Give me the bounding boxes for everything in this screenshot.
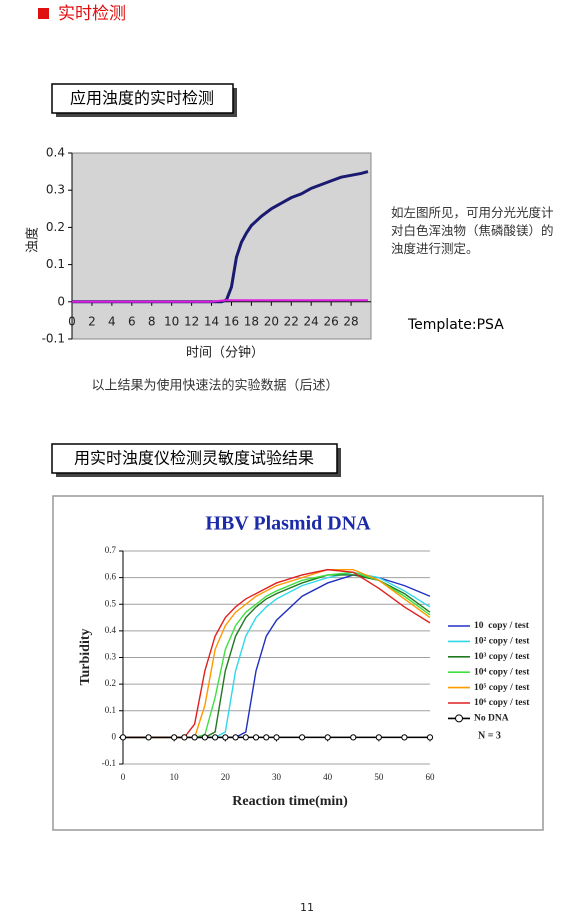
figure-caption: 以上结果为使用快速法的实验数据（后述） (91, 378, 338, 394)
point-marker (232, 734, 239, 741)
y-tick-label: 0.4 (105, 625, 117, 635)
page-number: 11 (300, 901, 314, 914)
y-tick-label: 0.2 (105, 678, 116, 688)
y-tick-label: 0.3 (105, 652, 117, 662)
legend-label: 10⁵ copy / test (474, 683, 530, 693)
legend-label: 10³ copy / test (474, 652, 530, 662)
point-marker (273, 734, 280, 741)
point-marker (298, 734, 306, 741)
point-marker (212, 734, 219, 741)
section-title: 用实时浊度仪检测灵敏度试验结果 (74, 449, 314, 468)
x-tick-label: 4 (108, 314, 116, 328)
legend-label: 10² copy / test (474, 637, 530, 647)
plot-area (71, 152, 372, 340)
point-marker (324, 734, 331, 741)
section-box (51, 443, 338, 474)
legend-label: No DNA (474, 714, 509, 724)
x-tick-label: 0 (121, 772, 126, 782)
y-tick-label: 0.7 (105, 545, 117, 555)
x-tick-label: 20 (264, 314, 279, 328)
x-tick-label: 40 (323, 772, 333, 782)
legend-label: 10 copy / test (474, 621, 530, 631)
y-tick-label: 0 (112, 731, 117, 741)
x-tick-label: 12 (184, 314, 199, 328)
x-tick-label: 30 (272, 772, 282, 782)
x-tick-label: 2 (88, 314, 96, 328)
x-tick-label: 22 (284, 314, 299, 328)
point-marker (119, 734, 127, 741)
x-tick-label: 10 (164, 314, 179, 328)
y-tick-label: 0.6 (105, 572, 117, 582)
x-axis-title: 时间（分钟） (186, 345, 264, 361)
y-axis-title: Turbidity (78, 628, 93, 685)
x-tick-label: 18 (244, 314, 259, 328)
section-box (51, 83, 234, 114)
point-marker (375, 734, 382, 741)
y-tick-label: 0 (57, 294, 65, 308)
x-tick-label: 8 (148, 314, 156, 328)
point-marker (181, 734, 188, 741)
point-marker (145, 734, 152, 741)
point-marker (401, 734, 408, 741)
y-tick-label: -0.1 (102, 758, 116, 768)
annotation: N = 3 (478, 730, 501, 741)
x-tick-label: 24 (304, 314, 319, 328)
section-title: 应用浊度的实时检测 (70, 89, 214, 108)
point-marker (171, 734, 178, 741)
point-marker (350, 734, 357, 741)
point-marker (201, 734, 208, 741)
y-tick-label: 0.5 (105, 598, 117, 608)
point-marker (242, 734, 249, 741)
point-marker (191, 734, 198, 741)
x-tick-label: 0 (68, 314, 76, 328)
chart-title: HBV Plasmid DNA (205, 513, 371, 535)
y-tick-label: 0.2 (46, 220, 65, 234)
point-marker (263, 734, 270, 741)
point-marker (222, 734, 229, 741)
y-tick-label: 0.1 (46, 257, 65, 271)
y-axis-title: 浊度 (25, 227, 41, 253)
point-marker (252, 734, 260, 741)
y-tick-label: 0.1 (105, 705, 116, 715)
x-tick-label: 14 (204, 314, 219, 328)
y-tick-label: 0.3 (46, 183, 65, 197)
legend-marker (455, 714, 463, 723)
side-note: 如左图所见，可用分光光度计对白色浑浊物（焦磷酸镁）的浊度进行测定。 (391, 205, 554, 256)
header-title: 实时检测 (58, 4, 126, 24)
point-marker (426, 734, 434, 741)
x-tick-label: 50 (374, 772, 384, 782)
legend-label: 10⁶ copy / test (474, 698, 530, 708)
x-tick-label: 6 (128, 314, 136, 328)
legend-label: 10⁴ copy / test (474, 667, 530, 677)
x-tick-label: 16 (224, 314, 239, 328)
x-tick-label: 20 (221, 772, 231, 782)
x-tick-label: 28 (343, 314, 358, 328)
x-tick-label: 10 (170, 772, 180, 782)
y-tick-label: 0.4 (46, 146, 65, 160)
x-tick-label: 26 (323, 314, 338, 328)
header-marker (38, 8, 49, 19)
x-tick-label: 60 (426, 772, 436, 782)
series-line (72, 299, 369, 303)
y-tick-label: -0.1 (42, 332, 65, 346)
template-label: Template:PSA (407, 317, 504, 333)
x-axis-title: Reaction time(min) (232, 794, 348, 809)
